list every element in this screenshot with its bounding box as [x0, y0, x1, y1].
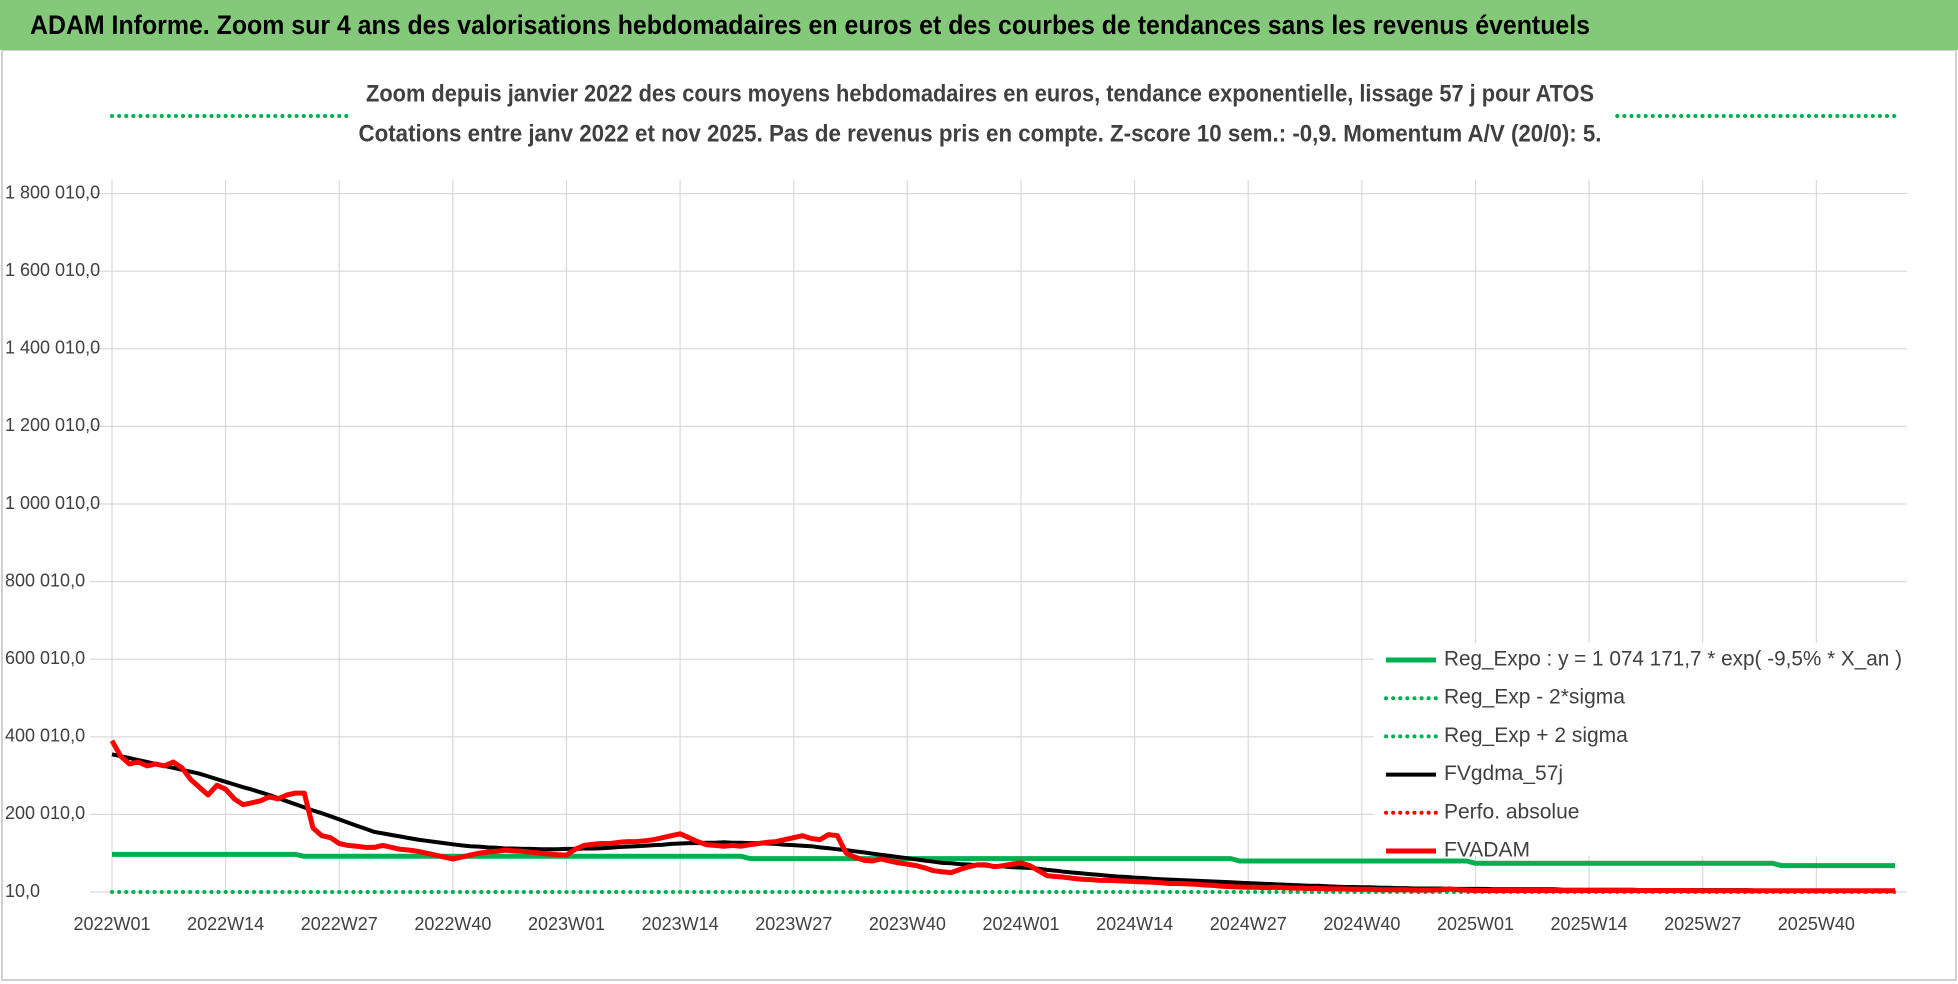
y-tick-label: 1 000 010,0 — [5, 493, 100, 513]
y-tick-label: 1 200 010,0 — [5, 415, 100, 435]
legend-box — [1374, 643, 1911, 856]
legend-label: FVADAM — [1444, 839, 1530, 862]
legend-label: Reg_Exp + 2 sigma — [1444, 724, 1628, 747]
x-tick-label: 2023W27 — [755, 914, 832, 934]
x-tick-label: 2022W27 — [301, 914, 378, 934]
legend-label: Perfo. absolue — [1444, 800, 1579, 823]
x-tick-label: 2024W14 — [1096, 914, 1173, 934]
x-tick-label: 2024W40 — [1323, 914, 1400, 934]
y-tick-label: 1 600 010,0 — [5, 260, 100, 280]
y-tick-label: 200 010,0 — [5, 803, 85, 823]
x-tick-label: 2024W01 — [982, 914, 1059, 934]
y-tick-label: 600 010,0 — [5, 648, 85, 668]
legend-label: FVgdma_57j — [1444, 762, 1563, 785]
subtitle-box — [350, 76, 1612, 156]
x-tick-label: 2025W01 — [1437, 914, 1514, 934]
x-tick-label: 2022W40 — [414, 914, 491, 934]
series-line — [109, 739, 1895, 894]
legend-label: Reg_Expo : y = 1 074 171,7 * exp( -9,5% … — [1444, 648, 1902, 671]
y-tick-label: 1 800 010,0 — [5, 182, 100, 202]
x-tick-label: 2025W40 — [1778, 914, 1855, 934]
x-tick-label: 2025W27 — [1664, 914, 1741, 934]
y-tick-label: 1 400 010,0 — [5, 338, 100, 358]
series-line — [112, 851, 1895, 869]
x-tick-label: 2024W27 — [1210, 914, 1287, 934]
chart-title: ADAM Informe. Zoom sur 4 ans des valoris… — [30, 10, 1590, 40]
x-tick-label: 2023W40 — [869, 914, 946, 934]
chart-subtitle: Cotations entre janv 2022 et nov 2025. P… — [359, 120, 1602, 147]
x-tick-label: 2025W14 — [1551, 914, 1628, 934]
x-tick-label: 2022W14 — [187, 914, 264, 934]
legend-label: Reg_Exp - 2*sigma — [1444, 686, 1625, 709]
chart-subtitle: Zoom depuis janvier 2022 des cours moyen… — [366, 80, 1594, 107]
y-tick-label: 400 010,0 — [5, 726, 85, 746]
x-tick-label: 2022W01 — [73, 914, 150, 934]
y-tick-label: 800 010,0 — [5, 570, 85, 590]
title-bar — [0, 0, 1958, 50]
legend: Reg_Expo : y = 1 074 171,7 * exp( -9,5% … — [1384, 648, 1902, 862]
y-tick-label: 10,0 — [5, 881, 40, 901]
x-tick-label: 2023W01 — [528, 914, 605, 934]
x-tick-label: 2023W14 — [642, 914, 719, 934]
